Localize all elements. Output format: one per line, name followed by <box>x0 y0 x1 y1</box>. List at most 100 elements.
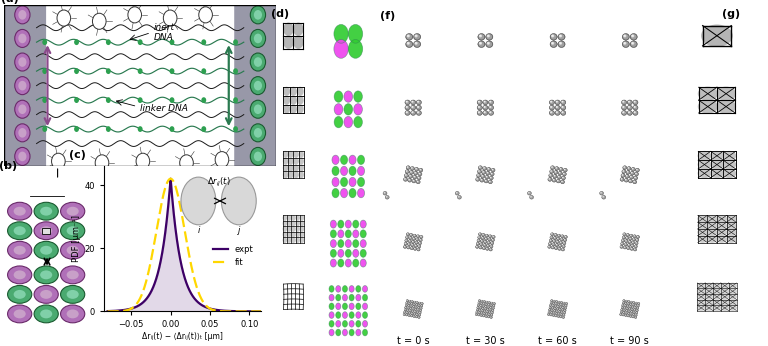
Circle shape <box>556 310 558 312</box>
Circle shape <box>557 238 558 239</box>
Circle shape <box>488 316 489 317</box>
Circle shape <box>550 170 552 172</box>
Circle shape <box>411 303 413 305</box>
Circle shape <box>417 309 419 311</box>
Circle shape <box>409 240 410 242</box>
Circle shape <box>550 106 554 110</box>
Circle shape <box>488 35 489 37</box>
Circle shape <box>556 301 558 302</box>
Circle shape <box>625 300 627 302</box>
Circle shape <box>475 313 478 315</box>
Circle shape <box>408 314 410 317</box>
Circle shape <box>356 312 361 318</box>
Circle shape <box>61 285 84 303</box>
expt <box>111 309 121 313</box>
Circle shape <box>563 304 564 306</box>
Circle shape <box>484 101 485 102</box>
Line: expt: expt <box>108 179 265 311</box>
Circle shape <box>419 309 422 311</box>
Circle shape <box>40 271 52 279</box>
Circle shape <box>561 302 562 303</box>
Circle shape <box>627 167 631 170</box>
Circle shape <box>626 234 630 236</box>
Circle shape <box>405 110 410 115</box>
Circle shape <box>551 42 557 47</box>
Circle shape <box>634 112 635 113</box>
Circle shape <box>415 308 417 311</box>
Circle shape <box>478 311 481 314</box>
Circle shape <box>478 302 479 303</box>
Circle shape <box>551 246 554 249</box>
Circle shape <box>477 110 482 115</box>
Circle shape <box>633 180 637 183</box>
Circle shape <box>329 294 334 301</box>
Circle shape <box>720 288 729 294</box>
Circle shape <box>563 173 564 174</box>
Circle shape <box>418 245 419 247</box>
Circle shape <box>293 35 303 49</box>
Circle shape <box>634 235 636 237</box>
Circle shape <box>404 178 407 181</box>
Circle shape <box>416 313 419 316</box>
Circle shape <box>345 249 352 257</box>
Circle shape <box>622 111 626 115</box>
Circle shape <box>491 173 492 174</box>
Text: t = 60 s: t = 60 s <box>538 336 577 346</box>
Circle shape <box>632 242 634 243</box>
Circle shape <box>254 152 262 161</box>
Circle shape <box>492 312 493 314</box>
Circle shape <box>550 304 552 306</box>
Circle shape <box>638 303 639 304</box>
Circle shape <box>631 241 634 244</box>
Circle shape <box>549 174 552 177</box>
fit <box>103 309 112 313</box>
Circle shape <box>720 283 729 289</box>
Circle shape <box>419 314 421 316</box>
Circle shape <box>627 234 628 235</box>
Circle shape <box>549 174 551 176</box>
Circle shape <box>482 175 485 178</box>
Circle shape <box>488 238 491 240</box>
Circle shape <box>562 317 564 318</box>
Circle shape <box>283 232 287 237</box>
Circle shape <box>406 170 409 173</box>
Circle shape <box>553 240 554 242</box>
Circle shape <box>562 304 564 307</box>
Circle shape <box>343 285 347 292</box>
Circle shape <box>408 243 411 246</box>
Circle shape <box>554 310 556 312</box>
Circle shape <box>407 307 409 308</box>
Circle shape <box>15 6 30 24</box>
Circle shape <box>336 303 341 310</box>
Circle shape <box>15 124 30 142</box>
Circle shape <box>557 306 559 308</box>
Circle shape <box>630 303 632 305</box>
Circle shape <box>631 167 635 171</box>
Circle shape <box>553 240 556 243</box>
Circle shape <box>558 176 561 179</box>
Circle shape <box>492 307 495 309</box>
Circle shape <box>491 314 493 316</box>
Circle shape <box>627 171 630 174</box>
Circle shape <box>488 304 489 305</box>
Circle shape <box>479 307 482 309</box>
Circle shape <box>406 101 407 102</box>
Circle shape <box>416 180 420 183</box>
Circle shape <box>490 177 491 178</box>
Circle shape <box>490 316 492 318</box>
Circle shape <box>419 314 420 315</box>
Circle shape <box>482 308 483 309</box>
Circle shape <box>623 300 625 302</box>
Circle shape <box>490 317 492 318</box>
Circle shape <box>633 180 637 184</box>
Circle shape <box>492 310 494 311</box>
Circle shape <box>480 305 482 307</box>
Circle shape <box>334 91 343 102</box>
Circle shape <box>421 303 423 304</box>
Circle shape <box>631 301 632 303</box>
Circle shape <box>528 191 531 195</box>
Circle shape <box>555 244 558 246</box>
Circle shape <box>481 240 482 242</box>
Circle shape <box>418 307 420 309</box>
Circle shape <box>558 171 562 175</box>
